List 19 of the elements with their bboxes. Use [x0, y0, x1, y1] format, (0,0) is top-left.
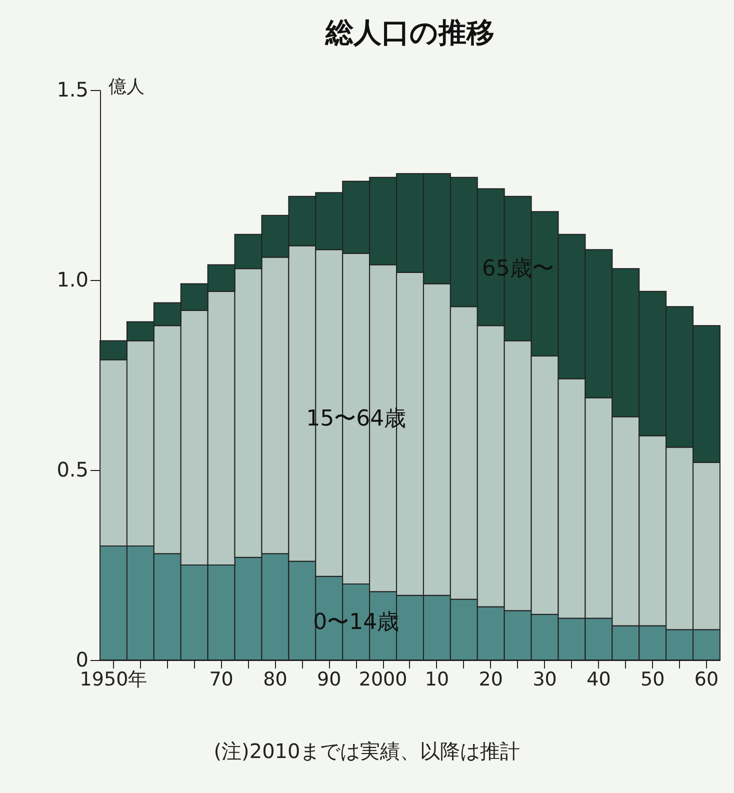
x-tick-label: 30: [532, 668, 557, 690]
x-tick-label: 80: [263, 668, 288, 690]
x-tick-label: 90: [317, 668, 342, 690]
y-tick-label: 0: [76, 648, 88, 672]
y-axis-title: 億人: [108, 76, 144, 98]
x-tick-label: 70: [209, 668, 234, 690]
y-tick-label: 0.5: [56, 458, 88, 482]
x-tick-label: 40: [586, 668, 611, 690]
chart-title: 総人口の推移: [324, 16, 494, 49]
y-tick-label: 1.5: [56, 78, 88, 102]
x-tick-label: 50: [640, 668, 665, 690]
x-tick-label: 2000: [358, 668, 408, 690]
x-tick-label: 20: [478, 668, 503, 690]
x-tick-label: 60: [694, 668, 719, 690]
series-label: 65歳〜: [482, 256, 554, 282]
x-tick-label: 1950年: [80, 668, 148, 690]
y-tick-label: 1.0: [56, 268, 88, 292]
text: (注)2010までは実績、以降は推計: [212, 738, 522, 765]
x-tick-label: 10: [424, 668, 450, 690]
